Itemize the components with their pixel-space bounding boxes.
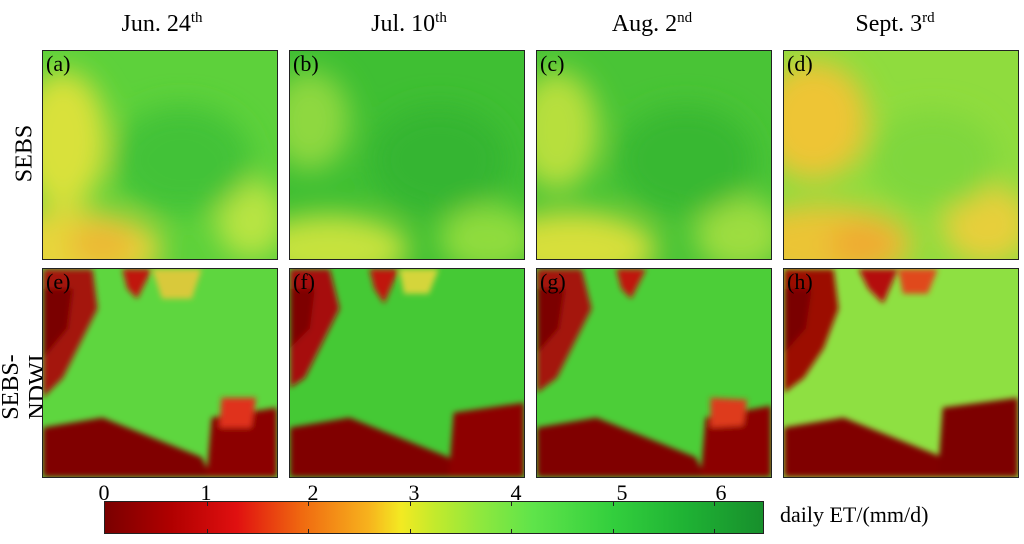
panel-label: (c) [540, 51, 565, 76]
colorbar-tick [714, 502, 715, 506]
map-panel-h: (h) [783, 268, 1019, 478]
colorbar-tick-label: 6 [715, 480, 727, 505]
panel-label: (d) [787, 51, 813, 76]
colorbar-tick [207, 529, 208, 533]
colorbar-tick [207, 502, 208, 506]
map-panel-b: (b) [289, 50, 525, 260]
colorbar-tick [410, 502, 411, 506]
colorbar-tick [613, 529, 614, 533]
panel-label: (b) [293, 51, 319, 76]
colorbar-label: daily ET/(mm/d) [780, 502, 929, 527]
colorbar-tick [308, 529, 309, 533]
column-title-aug: Aug. 2nd [611, 10, 693, 37]
colorbar-tick-label: 5 [616, 480, 628, 505]
colorbar [104, 501, 764, 534]
colorbar-tick [511, 529, 512, 533]
map-panel-f: (f) [289, 268, 525, 478]
column-title-sep: Sept. 3rd [855, 10, 935, 37]
colorbar-tick [613, 502, 614, 506]
colorbar-tick [308, 502, 309, 506]
colorbar-tick-label: 0 [98, 480, 110, 505]
colorbar-tick [714, 529, 715, 533]
map-panel-c: (c) [536, 50, 772, 260]
map-panel-g: (g) [536, 268, 772, 478]
map-panel-d: (d) [783, 50, 1019, 260]
colorbar-tick-label: 2 [307, 480, 319, 505]
colorbar-tick [511, 502, 512, 506]
map-panel-e: (e) [42, 268, 278, 478]
map-panel-a: (a) [42, 50, 278, 260]
panel-label: (f) [293, 269, 315, 294]
panel-label: (h) [787, 269, 813, 294]
panel-label: (a) [46, 51, 71, 76]
panel-label: (e) [46, 269, 71, 294]
colorbar-tick-label: 4 [510, 480, 522, 505]
panel-label: (g) [540, 269, 566, 294]
colorbar-tick-label: 3 [408, 480, 420, 505]
colorbar-tick [410, 529, 411, 533]
column-title-jul: Jul. 10th [371, 10, 447, 37]
colorbar-tick-label: 1 [200, 480, 212, 505]
row-label-sebs: SEBS [11, 124, 38, 183]
column-title-jun: Jun. 24th [121, 10, 203, 37]
